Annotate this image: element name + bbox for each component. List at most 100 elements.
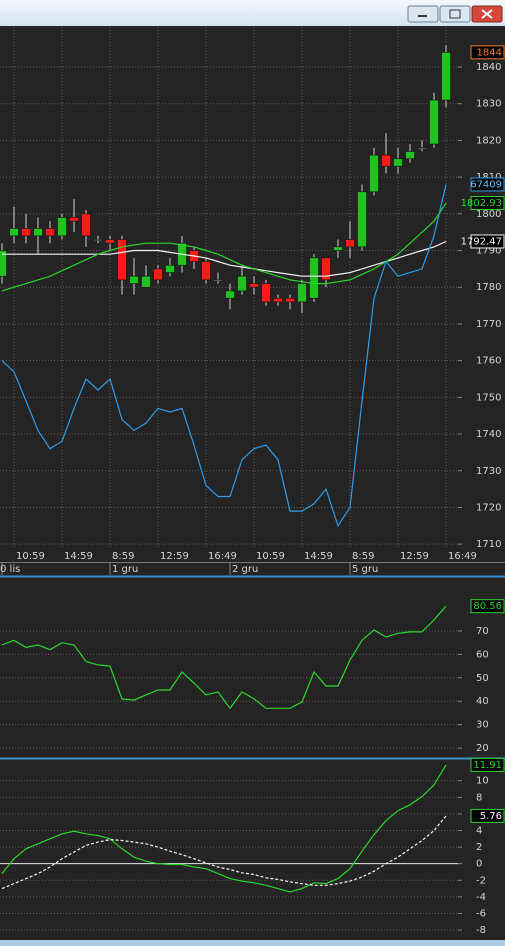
series-line	[1, 184, 447, 528]
x-tick-label: 8:59	[112, 551, 134, 562]
y-tick-label: 1790	[476, 246, 501, 257]
y-tick-label: 70	[476, 626, 489, 637]
last-value-box	[470, 196, 505, 211]
y-tick-label: 60	[476, 649, 489, 660]
candle-body	[201, 261, 211, 281]
date-label: 1 gru	[112, 564, 138, 575]
y-tick-label: 8	[476, 792, 482, 803]
candle-body	[165, 264, 175, 273]
y-tick-label: 1830	[476, 99, 501, 110]
y-tick-label: 1800	[476, 209, 501, 220]
candle-body	[261, 283, 271, 303]
y-tick-label: 20	[476, 743, 489, 754]
maximize-icon	[449, 9, 461, 19]
candle-body	[33, 228, 43, 237]
y-tick-label: 40	[476, 696, 489, 707]
last-value-label: 1844	[477, 47, 502, 58]
candle-body	[285, 297, 295, 303]
candle-body	[393, 158, 403, 167]
y-tick-label: 0	[476, 859, 482, 870]
last-value-box	[470, 599, 505, 614]
candle-body	[321, 257, 331, 281]
x-tick-label: 14:59	[304, 551, 333, 562]
last-value-box	[470, 45, 505, 60]
candle-body	[381, 154, 391, 167]
last-value-label: 67409	[470, 179, 502, 190]
candle-body	[213, 279, 223, 282]
bottom-bar	[0, 940, 505, 946]
series-line	[2, 240, 447, 277]
y-tick-label: 30	[476, 720, 489, 731]
candle-body	[297, 283, 307, 303]
candle-body	[309, 257, 319, 299]
candle-body	[405, 151, 415, 160]
y-tick-label: -6	[476, 908, 486, 919]
series-line	[1, 764, 447, 893]
series-line	[1, 605, 447, 710]
y-tick-label: -8	[476, 925, 486, 936]
candle-body	[357, 191, 367, 248]
candle-body	[237, 275, 247, 292]
close-icon	[481, 9, 493, 19]
minimize-button[interactable]	[407, 5, 439, 23]
maximize-button[interactable]	[439, 5, 471, 23]
candle-body	[225, 290, 235, 299]
x-tick-label: 14:59	[64, 551, 93, 562]
candle-body	[153, 268, 163, 281]
y-tick-label: 1820	[476, 135, 501, 146]
candle-body	[417, 147, 427, 150]
candle-body	[129, 275, 139, 284]
minimize-icon	[418, 15, 427, 17]
x-tick-label: 10:59	[16, 551, 45, 562]
candle-body	[441, 52, 451, 101]
last-value-box	[470, 234, 505, 249]
last-value-label: 1792.47	[461, 236, 502, 247]
y-tick-label: 1730	[476, 466, 501, 477]
x-tick-label: 16:49	[448, 551, 477, 562]
last-value-box	[470, 757, 505, 772]
series-line	[1, 815, 447, 890]
last-value-label: 5.76	[480, 811, 502, 822]
y-tick-label: 4	[476, 826, 482, 837]
candle-body	[141, 275, 151, 288]
y-tick-label: 1760	[476, 356, 501, 367]
candle-body	[21, 228, 31, 237]
candle-body	[117, 239, 127, 281]
y-tick-label: 1710	[476, 539, 501, 550]
y-tick-label: 1750	[476, 392, 501, 403]
last-value-label: 1802.93	[461, 198, 502, 209]
candle-body	[93, 239, 103, 241]
candle-body	[369, 154, 379, 193]
candle-body	[0, 250, 7, 277]
series-line	[1, 202, 447, 292]
candle-body	[57, 217, 67, 237]
candle-body	[249, 283, 259, 288]
x-tick-label: 12:59	[400, 551, 429, 562]
y-tick-label: 10	[476, 776, 489, 787]
date-label: 0 lis	[0, 564, 20, 575]
y-tick-label: 1740	[476, 429, 501, 440]
x-tick-label: 8:59	[352, 551, 374, 562]
candle-body	[9, 228, 19, 237]
y-tick-label: -4	[476, 892, 486, 903]
candle-body	[345, 239, 355, 248]
last-value-box	[470, 808, 505, 823]
y-tick-label: -2	[476, 875, 486, 886]
candle-body	[429, 99, 439, 145]
y-tick-label: 1840	[476, 62, 501, 73]
last-value-label: 80.56	[473, 601, 502, 612]
candle-body	[69, 217, 79, 222]
last-value-label: 11.91	[473, 760, 502, 771]
date-label: 2 gru	[232, 564, 258, 575]
last-value-box	[470, 177, 505, 192]
candle-body	[273, 297, 283, 303]
candle-body	[105, 239, 115, 244]
x-tick-label: 16:49	[208, 551, 237, 562]
candle-body	[81, 213, 91, 237]
candle-body	[333, 246, 343, 251]
y-tick-label: 1780	[476, 282, 501, 293]
y-tick-label: 1720	[476, 502, 501, 513]
x-tick-label: 12:59	[160, 551, 189, 562]
